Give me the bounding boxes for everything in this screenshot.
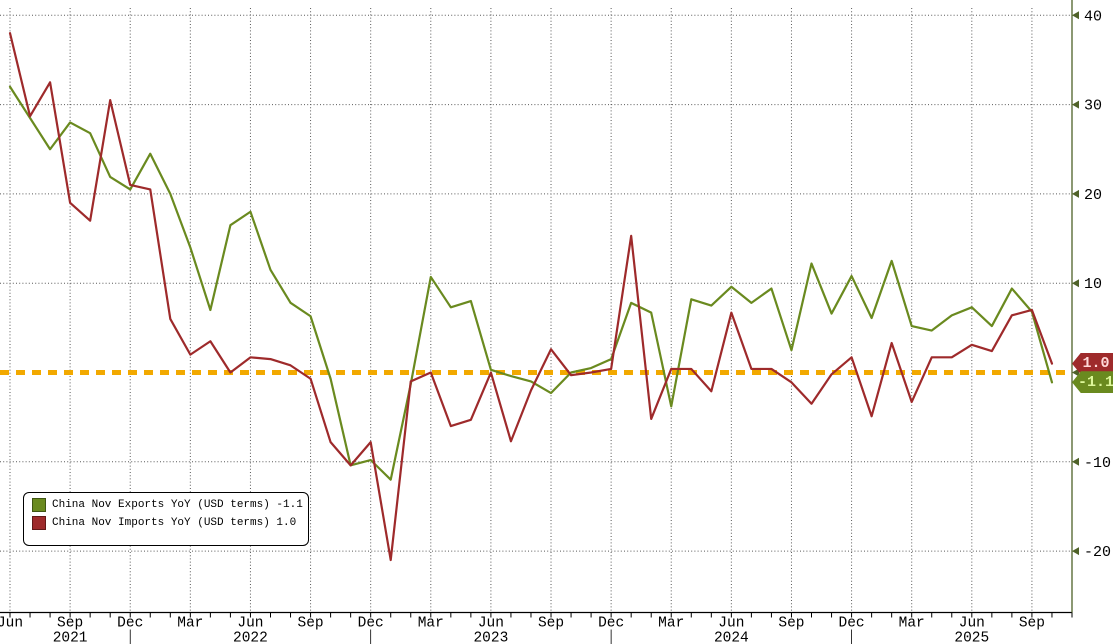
svg-text:2022: 2022	[233, 631, 268, 644]
svg-text:Jun: Jun	[237, 616, 263, 632]
svg-text:40: 40	[1084, 8, 1102, 25]
svg-text:Sep: Sep	[1019, 616, 1045, 632]
svg-text:Sep: Sep	[298, 616, 324, 632]
svg-text:2023: 2023	[473, 631, 508, 644]
svg-text:20: 20	[1084, 187, 1102, 204]
svg-text:30: 30	[1084, 98, 1102, 115]
svg-text:2021: 2021	[53, 631, 88, 644]
svg-text:-10: -10	[1084, 455, 1111, 472]
svg-text:2025: 2025	[954, 631, 989, 644]
svg-text:Dec: Dec	[358, 616, 384, 632]
svg-text:Jun: Jun	[0, 616, 23, 632]
svg-text:Dec: Dec	[598, 616, 624, 632]
svg-text:2024: 2024	[714, 631, 749, 644]
svg-text:10: 10	[1084, 276, 1102, 293]
svg-text:Sep: Sep	[538, 616, 564, 632]
svg-text:Sep: Sep	[778, 616, 804, 632]
svg-text:Mar: Mar	[177, 616, 203, 632]
svg-text:Dec: Dec	[839, 616, 865, 632]
svg-text:Jun: Jun	[959, 616, 985, 632]
svg-text:Dec: Dec	[117, 616, 143, 632]
svg-text:Jun: Jun	[478, 616, 504, 632]
svg-text:Mar: Mar	[418, 616, 444, 632]
svg-text:-20: -20	[1084, 544, 1111, 561]
svg-text:Sep: Sep	[57, 616, 83, 632]
svg-text:Jun: Jun	[718, 616, 744, 632]
svg-text:Mar: Mar	[899, 616, 925, 632]
svg-text:Mar: Mar	[658, 616, 684, 632]
